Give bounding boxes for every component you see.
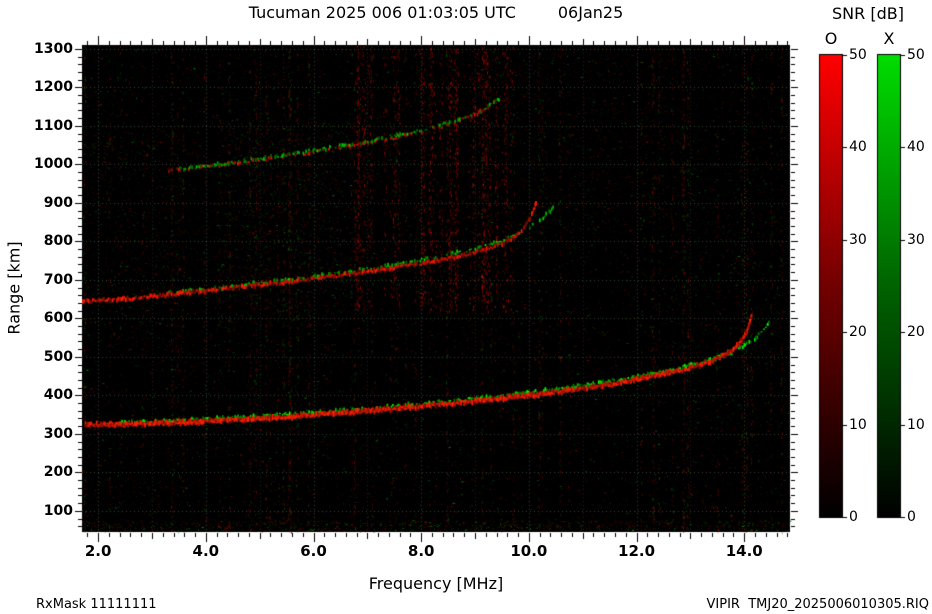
y-tick-label: 300: [43, 425, 73, 442]
x-axis-title: Frequency [MHz]: [368, 574, 504, 593]
y-tick-label: 400: [43, 387, 73, 404]
o-colorbar-tick-label: 50: [849, 47, 867, 63]
file-label: VIPIR TMJ20_2025006010305.RIQ: [706, 597, 930, 612]
x-tick-label: 8.0: [407, 542, 435, 560]
o-colorbar-tick-label: 10: [849, 416, 867, 433]
x-colorbar-tick-label: 30: [907, 231, 925, 248]
x-mode-label: X: [883, 29, 895, 48]
y-tick-label: 700: [43, 271, 73, 288]
y-axis-title: Range [km]: [4, 241, 24, 335]
x-tick-label: 12.0: [618, 542, 656, 560]
o-colorbar-tick-label: 30: [849, 231, 867, 248]
y-tick-label: 900: [43, 194, 73, 211]
y-tick-label: 100: [43, 502, 73, 519]
y-tick-label: 800: [43, 233, 73, 250]
o-colorbar-tick-label: 0: [849, 509, 858, 525]
colorbar-title: SNR [dB]: [832, 4, 904, 23]
x-tick-label: 4.0: [192, 542, 220, 560]
x-colorbar-tick-label: 20: [907, 324, 925, 341]
y-tick-label: 200: [43, 464, 73, 481]
rxmask-label: RxMask 11111111: [36, 597, 157, 612]
y-tick-label: 500: [43, 348, 73, 365]
y-tick-label: 1000: [34, 156, 73, 173]
date-label: 06Jan25: [557, 3, 624, 22]
y-tick-label: 1100: [34, 117, 73, 134]
x-colorbar-tick-label: 50: [907, 47, 925, 63]
y-tick-label: 1200: [34, 79, 73, 96]
x-tick-label: 14.0: [725, 542, 763, 560]
y-tick-label: 600: [43, 310, 73, 327]
title-row: Tucuman 2025 006 01:03:05 UTC 06Jan25: [82, 3, 790, 22]
o-colorbar-tick-label: 40: [849, 139, 867, 156]
x-colorbar-tick-label: 0: [907, 509, 916, 525]
y-tick-label: 1300: [34, 40, 73, 57]
x-tick-label: 6.0: [300, 542, 327, 560]
x-tick-label: 2.0: [84, 542, 112, 560]
x-colorbar-tick-label: 40: [907, 139, 925, 156]
o-colorbar-tick-label: 20: [849, 324, 867, 341]
o-mode-label: O: [824, 29, 838, 48]
x-colorbar-tick-label: 10: [907, 416, 925, 433]
station-time-title: Tucuman 2025 006 01:03:05 UTC: [248, 3, 516, 22]
x-tick-label: 10.0: [510, 542, 548, 560]
